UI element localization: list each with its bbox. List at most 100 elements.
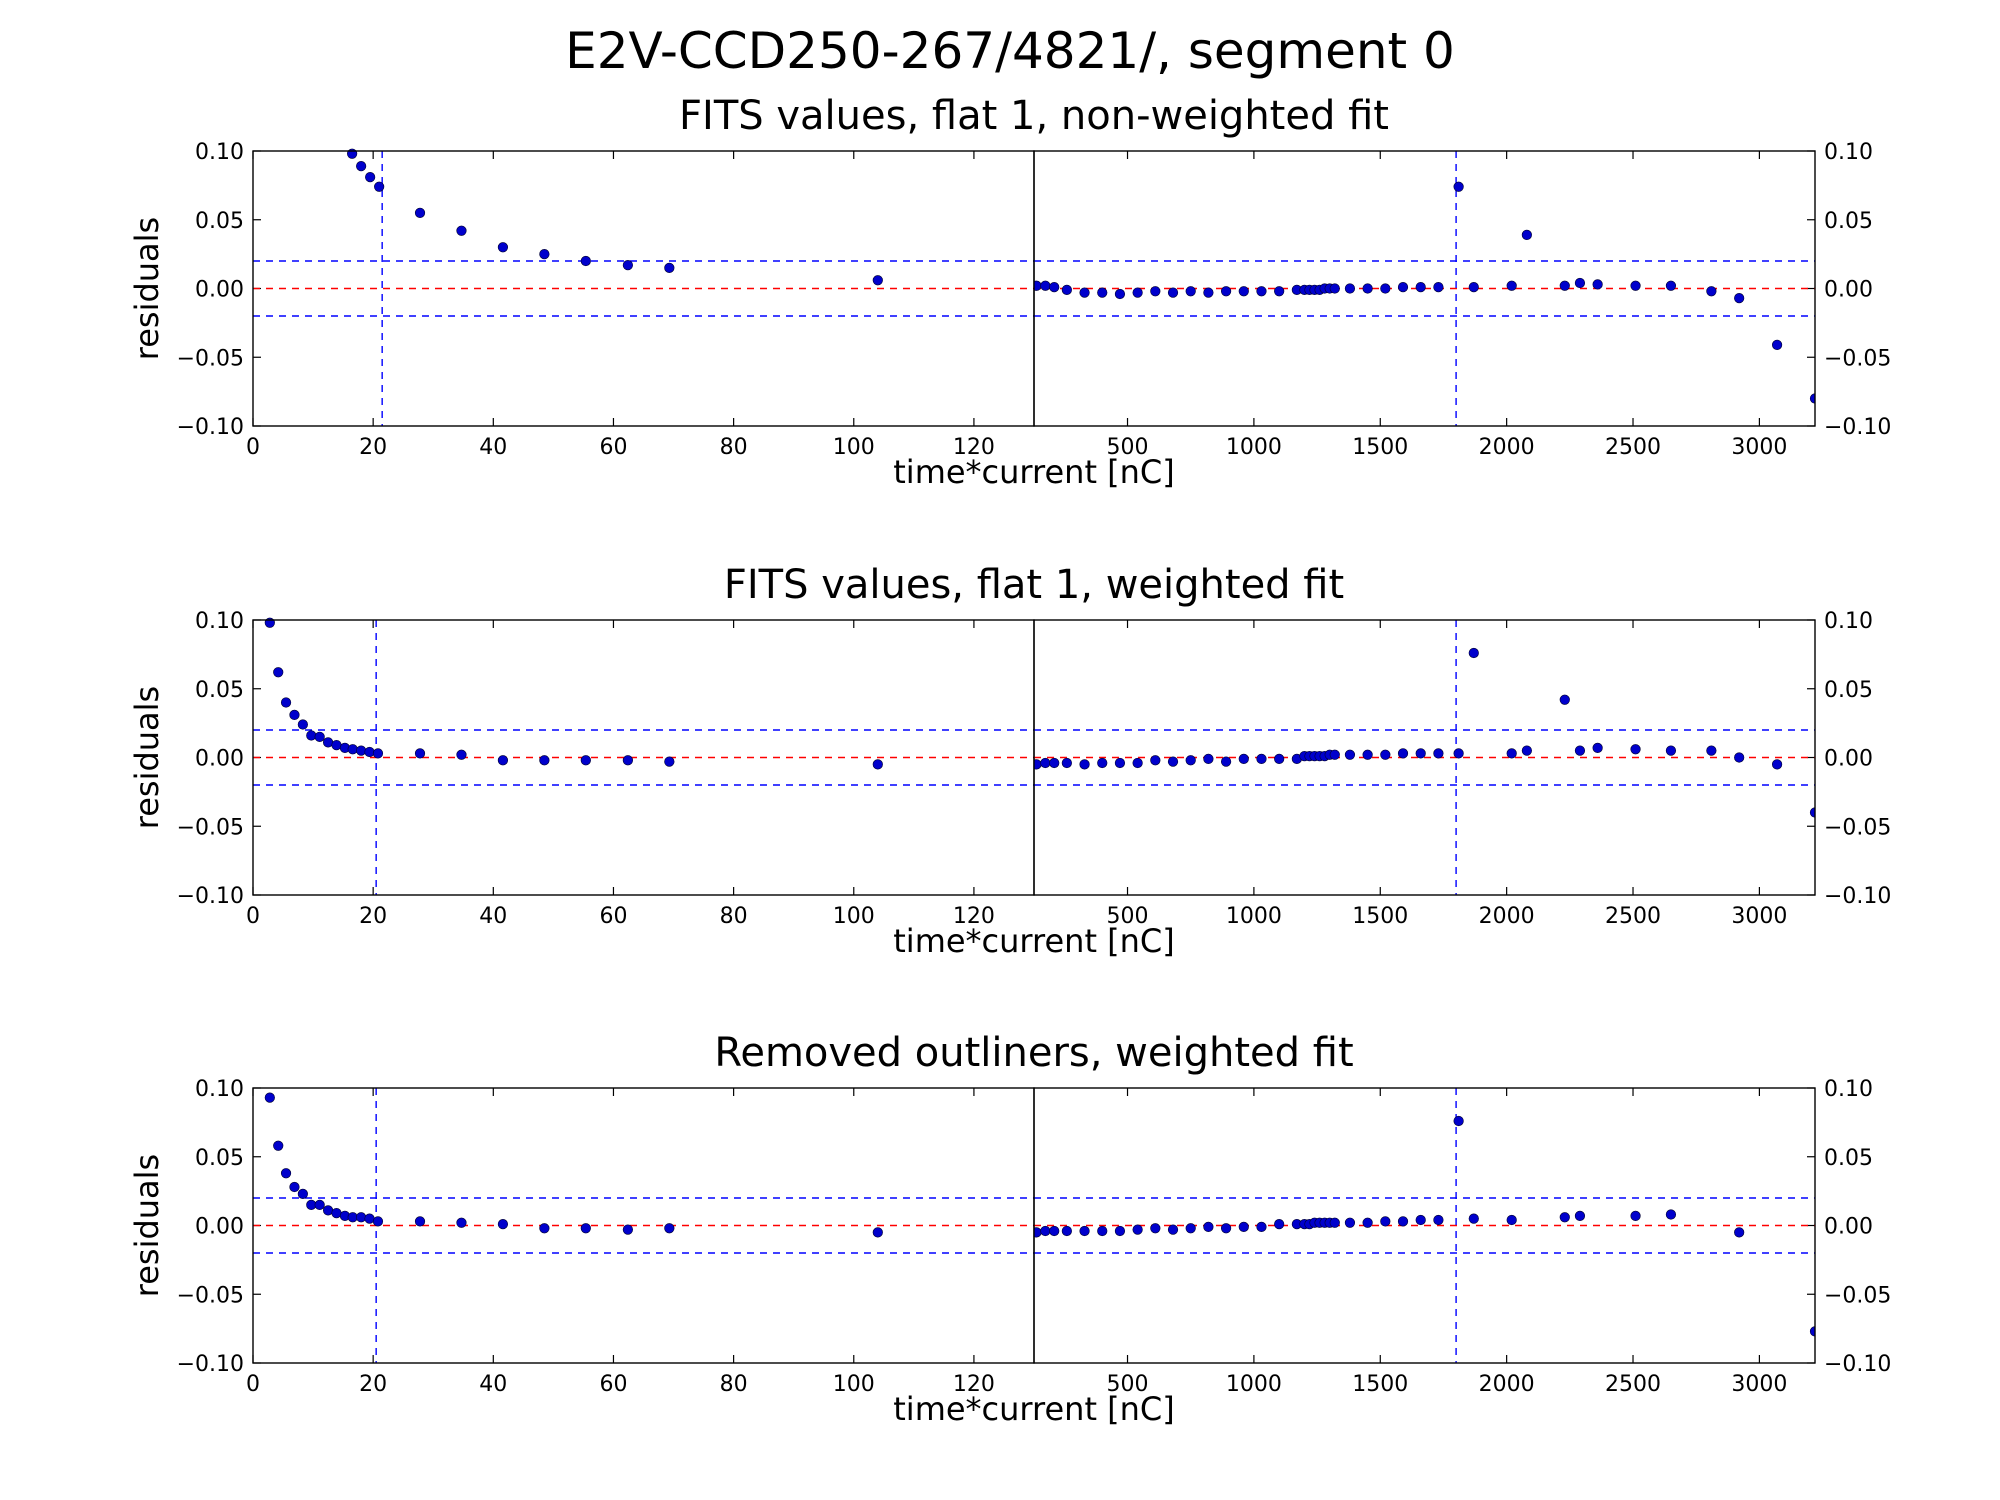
y-tick-label-right: −0.05	[1824, 815, 1891, 840]
x-tick-label: 100	[833, 1372, 875, 1397]
x-tick-label: 80	[720, 1372, 748, 1397]
x-tick-label: 1500	[1352, 1372, 1408, 1397]
data-point	[280, 697, 292, 708]
data-point	[1630, 1210, 1641, 1221]
data-point	[1097, 287, 1108, 298]
data-point	[1397, 282, 1409, 293]
y-tick-label-right: 0.05	[1824, 678, 1873, 703]
data-point	[1433, 748, 1444, 759]
data-point	[365, 172, 376, 183]
figure-suptitle: E2V-CCD250-267/4821/, segment 0	[565, 22, 1455, 80]
data-point	[1256, 286, 1267, 297]
x-tick-label: 120	[953, 435, 995, 460]
data-point	[1665, 745, 1677, 756]
y-tick-label-left: 0.10	[195, 140, 244, 165]
x-tick-label: 20	[359, 904, 387, 929]
data-points	[347, 148, 883, 286]
y-tick-label-left: −0.10	[177, 884, 244, 909]
y-tick-label-left: 0.00	[195, 278, 244, 303]
data-point	[1061, 757, 1072, 769]
y-tick-label-right: 0.10	[1824, 140, 1873, 165]
x-tick-label: 40	[479, 904, 507, 929]
panel-title: Removed outliners, weighted fit	[714, 1030, 1353, 1076]
data-point	[497, 1219, 509, 1230]
data-point	[273, 667, 284, 678]
data-points	[264, 617, 883, 770]
data-point	[1220, 286, 1232, 297]
data-point	[1468, 282, 1479, 293]
data-point	[414, 1216, 426, 1227]
data-point	[306, 730, 317, 741]
data-point	[1049, 1225, 1060, 1237]
data-point	[1097, 1225, 1108, 1237]
data-point	[872, 1227, 883, 1238]
subplot-frame	[1033, 619, 1816, 896]
data-point	[297, 719, 308, 730]
data-point	[1706, 286, 1717, 297]
data-point	[1079, 287, 1090, 298]
data-point	[264, 1092, 275, 1103]
data-point	[1433, 1214, 1444, 1226]
data-point	[1397, 1216, 1409, 1227]
data-point	[1734, 1227, 1745, 1238]
x-tick-label: 0	[246, 904, 260, 929]
subplot-left: 0 20 40 60 80 100 120	[246, 1087, 1035, 1397]
data-point	[372, 1216, 384, 1227]
x-tick-label: 1500	[1352, 435, 1408, 460]
data-point	[580, 255, 591, 267]
data-point	[1574, 1210, 1586, 1221]
x-axis-label: time*current [nC]	[893, 922, 1175, 960]
data-point	[1329, 1217, 1340, 1228]
data-point	[1344, 1217, 1356, 1228]
data-point	[580, 1223, 591, 1234]
data-point	[1559, 694, 1570, 705]
data-point	[1574, 277, 1586, 289]
y-tick-label-right: 0.05	[1824, 209, 1873, 234]
x-tick-label: 120	[953, 904, 995, 929]
data-point	[872, 759, 883, 770]
y-tick-label-left: −0.05	[177, 346, 244, 371]
data-point	[539, 1223, 550, 1234]
x-axis-label: time*current [nC]	[893, 1390, 1175, 1428]
data-point	[1734, 752, 1745, 763]
reference-lines	[253, 151, 1034, 426]
y-tick-label-right: 0.05	[1824, 1146, 1873, 1171]
data-point	[289, 709, 300, 720]
x-tick-label: 3000	[1731, 435, 1787, 460]
y-tick-label-right: −0.05	[1824, 346, 1891, 371]
x-tick-label: 1500	[1352, 904, 1408, 929]
data-point	[1185, 1223, 1196, 1234]
data-point	[1521, 745, 1532, 756]
y-tick-label-right: −0.10	[1824, 1352, 1891, 1377]
subplot-frame	[1033, 150, 1816, 427]
data-point	[1167, 1224, 1179, 1235]
subplot-right: 500 1000 1500 2000 2500 3000	[1033, 150, 1816, 460]
data-point	[1592, 279, 1603, 290]
panels: FITS values, flat 1, non-weighted fit res…	[128, 93, 1891, 1428]
data-point	[414, 748, 426, 759]
x-tick-label: 1000	[1226, 1372, 1282, 1397]
data-point	[1453, 1115, 1464, 1127]
y-axis-label: residuals	[128, 1154, 166, 1297]
data-point	[364, 746, 375, 758]
x-tick-label: 100	[833, 904, 875, 929]
y-tick-label-right: 0.00	[1824, 278, 1873, 303]
data-point	[1734, 293, 1745, 304]
y-tick-label-left: 0.00	[195, 1215, 244, 1240]
data-point	[1238, 1221, 1249, 1232]
data-point	[1034, 759, 1042, 770]
data-point	[1415, 282, 1426, 293]
data-point	[622, 755, 633, 766]
data-point	[356, 161, 367, 172]
x-tick-label: 100	[833, 435, 875, 460]
data-point	[1238, 753, 1249, 764]
panel-title: FITS values, flat 1, non-weighted fit	[679, 93, 1389, 139]
data-point	[456, 1217, 467, 1228]
data-point	[1203, 287, 1214, 298]
data-point	[280, 1168, 292, 1179]
data-point	[1706, 745, 1717, 756]
data-point	[1185, 286, 1196, 297]
data-point	[1592, 742, 1603, 753]
x-tick-label: 60	[599, 904, 627, 929]
data-point	[1220, 1223, 1232, 1234]
